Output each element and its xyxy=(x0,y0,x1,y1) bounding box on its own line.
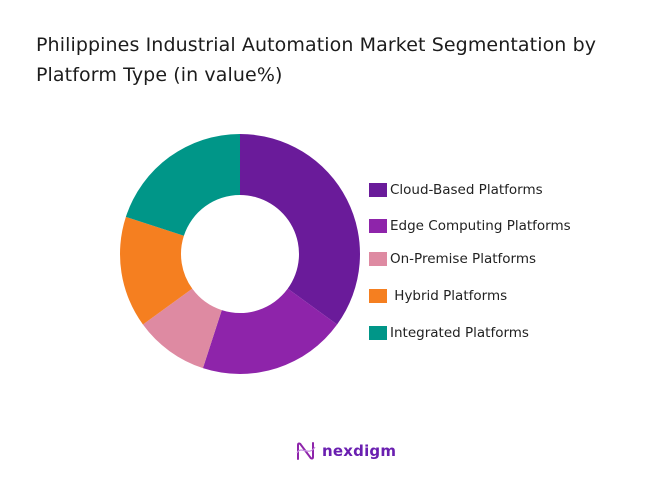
legend-item-edge: Edge Computing Platforms xyxy=(369,218,571,234)
nexdigm-logo: nexdigm xyxy=(295,441,396,461)
chart-title: Philippines Industrial Automation Market… xyxy=(36,34,597,86)
legend-swatch xyxy=(369,326,387,340)
legend-item-on-premise: On-Premise Platforms xyxy=(369,251,536,267)
legend-swatch xyxy=(369,289,387,303)
donut-slice-hybrid-platforms xyxy=(120,216,193,325)
legend-label: Edge Computing Platforms xyxy=(390,218,571,234)
logo-text: nexdigm xyxy=(322,442,397,460)
legend-label: Integrated Platforms xyxy=(390,325,529,341)
nexdigm-logo-icon xyxy=(296,442,316,460)
donut-slice-on-premise-platforms xyxy=(142,288,222,369)
legend-item-integrated: Integrated Platforms xyxy=(369,325,529,341)
legend-swatch xyxy=(369,252,387,266)
donut-slices xyxy=(120,134,360,374)
legend-label: Hybrid Platforms xyxy=(390,288,508,304)
legend-label: Cloud-Based Platforms xyxy=(390,182,543,198)
legend-item-hybrid: Hybrid Platforms xyxy=(369,288,507,304)
legend-item-cloud: Cloud-Based Platforms xyxy=(369,182,543,198)
donut-slice-integrated-platforms xyxy=(125,134,240,236)
legend-swatch xyxy=(369,219,387,233)
donut-slice-edge-computing-platforms xyxy=(202,288,338,374)
legend-label: On-Premise Platforms xyxy=(390,251,537,267)
donut-slice-cloud-based-platforms xyxy=(240,134,360,325)
legend-swatch xyxy=(369,183,387,197)
